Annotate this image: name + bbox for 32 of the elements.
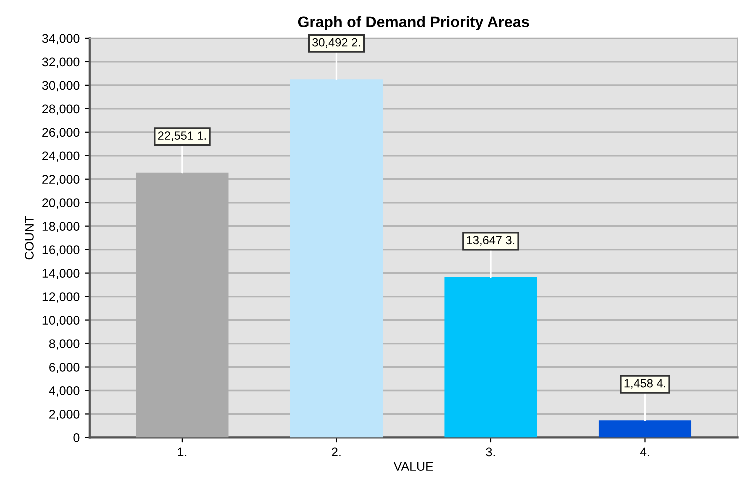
bar <box>290 80 383 438</box>
bar <box>444 277 538 438</box>
y-tick-label: 0 <box>74 434 80 442</box>
y-tick-label: 28,000 <box>42 104 80 116</box>
y-tick-label: 10,000 <box>42 316 80 326</box>
y-tick-label: 6,000 <box>50 363 80 374</box>
y-axis-title: COUNT <box>25 216 34 260</box>
y-tick-label: 32,000 <box>42 58 80 68</box>
y-tick-label: 22,000 <box>42 175 80 186</box>
x-tick-label: 2. <box>332 448 341 456</box>
x-tick-label: 1. <box>178 448 187 456</box>
data-label: 30,492 2. <box>312 38 360 48</box>
y-tick-label: 16,000 <box>42 246 80 256</box>
y-tick-label: 34,000 <box>42 34 80 45</box>
y-tick-label: 2,000 <box>50 410 80 420</box>
x-tick-label: 4. <box>640 448 650 456</box>
x-tick-label: 3. <box>486 448 496 457</box>
y-tick-label: 4,000 <box>49 386 80 397</box>
bar <box>598 420 692 438</box>
data-label: 1,458 4. <box>624 379 666 390</box>
data-label: 13,647 3. <box>467 236 515 246</box>
x-axis-title: VALUE <box>394 462 434 472</box>
y-tick-label: 8,000 <box>49 340 80 350</box>
y-tick-label: 30,000 <box>42 81 80 92</box>
y-tick-label: 12,000 <box>42 292 80 303</box>
chart-title: Graph of Demand Priority Areas <box>298 16 530 31</box>
y-tick-label: 26,000 <box>42 128 80 139</box>
y-tick-label: 18,000 <box>42 222 80 232</box>
y-tick-label: 20,000 <box>42 198 80 209</box>
y-tick-label: 14,000 <box>42 269 80 280</box>
data-label: 22,551 1. <box>158 132 206 142</box>
y-tick-label: 24,000 <box>42 152 80 162</box>
